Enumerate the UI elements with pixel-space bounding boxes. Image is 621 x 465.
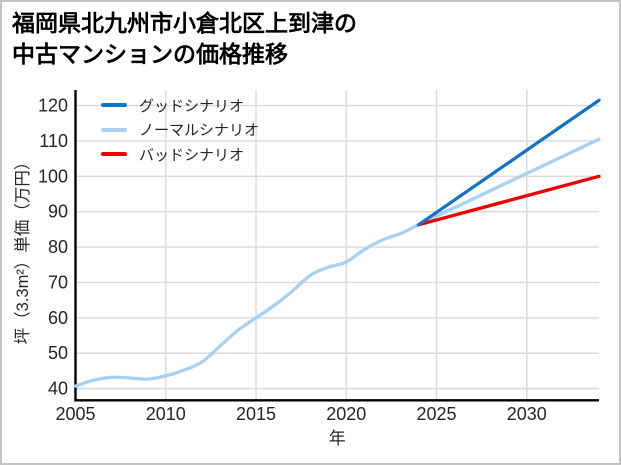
chart-title: 福岡県北九州市小倉北区上到津の 中古マンションの価格推移	[12, 8, 357, 70]
normal-scenario-line-swatch	[101, 127, 127, 132]
y-tick-label: 70	[48, 272, 68, 292]
x-tick-label: 2010	[146, 404, 186, 424]
x-tick-label: 2015	[236, 404, 276, 424]
legend-item-bad-scenario: バッドシナリオ	[101, 142, 259, 167]
chart-title-line1: 福岡県北九州市小倉北区上到津の	[12, 10, 357, 36]
y-tick-label: 40	[48, 379, 68, 399]
x-tick-label: 2005	[55, 404, 95, 424]
y-tick-label: 90	[48, 202, 68, 222]
x-axis-label: 年	[329, 429, 346, 448]
x-tick-label: 2020	[326, 404, 366, 424]
x-tick-label: 2030	[507, 404, 547, 424]
forecast-line-2	[416, 174, 601, 227]
y-tick-label: 120	[38, 96, 68, 116]
bad-scenario-line-swatch	[101, 152, 127, 157]
legend-item-good-scenario: グッドシナリオ	[101, 93, 259, 118]
y-tick-label: 60	[48, 308, 68, 328]
legend-item-normal-scenario: ノーマルシナリオ	[101, 118, 259, 143]
history-line	[73, 223, 421, 388]
y-tick-label: 80	[48, 237, 68, 257]
chart-title-line2: 中古マンションの価格推移	[12, 41, 288, 67]
good-scenario-line-swatch	[101, 103, 127, 108]
legend-label: ノーマルシナリオ	[139, 122, 260, 140]
y-tick-label: 100	[38, 166, 68, 186]
legend-label: グッドシナリオ	[139, 97, 245, 115]
y-axis-label: 坪（3.3m²）単価（万円）	[13, 154, 32, 345]
y-tick-label: 110	[39, 131, 68, 151]
forecast-line-0	[416, 98, 601, 227]
forecast-line-1	[416, 137, 601, 227]
y-tick-label: 50	[48, 343, 68, 363]
legend: グッドシナリオ ノーマルシナリオ バッドシナリオ	[101, 93, 259, 167]
x-tick-label: 2025	[417, 404, 457, 424]
legend-label: バッドシナリオ	[139, 146, 245, 164]
